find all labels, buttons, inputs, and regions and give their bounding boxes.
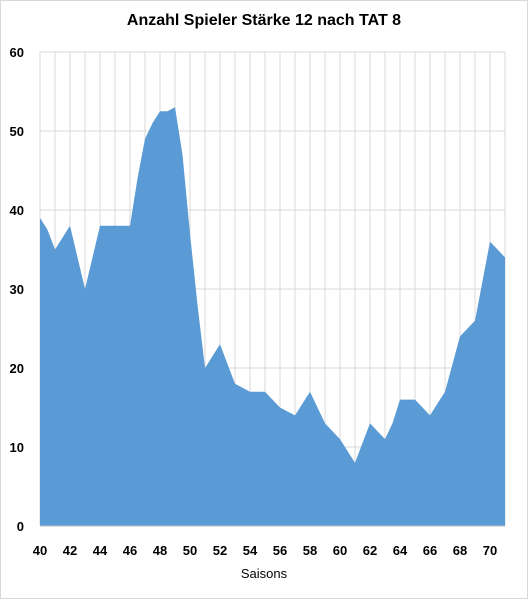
x-axis-label: Saisons: [240, 566, 288, 581]
x-tick-label: 60: [333, 543, 347, 558]
x-tick-label: 48: [153, 543, 167, 558]
x-tick-label: 68: [453, 543, 467, 558]
x-axis-ticks: 40 42 44 46 48 50 52 54 56 58 60 62 64 66 68 70: [33, 543, 497, 558]
x-tick-label: 62: [363, 543, 377, 558]
x-tick-label: 58: [303, 543, 317, 558]
x-tick-label: 56: [273, 543, 287, 558]
x-tick-label: 70: [483, 543, 497, 558]
y-tick-label: 60: [10, 45, 24, 60]
x-tick-label: 64: [393, 543, 408, 558]
x-tick-label: 40: [33, 543, 47, 558]
x-tick-label: 46: [123, 543, 137, 558]
x-tick-label: 44: [93, 543, 108, 558]
area-series: [40, 107, 505, 527]
x-tick-label: 42: [63, 543, 77, 558]
y-axis-ticks: 0 10 20 30 40 50 60: [10, 45, 24, 534]
x-tick-label: 52: [213, 543, 227, 558]
y-tick-label: 0: [17, 519, 24, 534]
y-tick-label: 10: [10, 440, 24, 455]
y-tick-label: 40: [10, 203, 24, 218]
y-tick-label: 20: [10, 361, 24, 376]
chart-title: Anzahl Spieler Stärke 12 nach TAT 8: [126, 12, 402, 29]
x-tick-label: 66: [423, 543, 437, 558]
x-tick-label: 54: [243, 543, 258, 558]
y-tick-label: 30: [10, 282, 24, 297]
y-tick-label: 50: [10, 124, 24, 139]
x-tick-label: 50: [183, 543, 197, 558]
